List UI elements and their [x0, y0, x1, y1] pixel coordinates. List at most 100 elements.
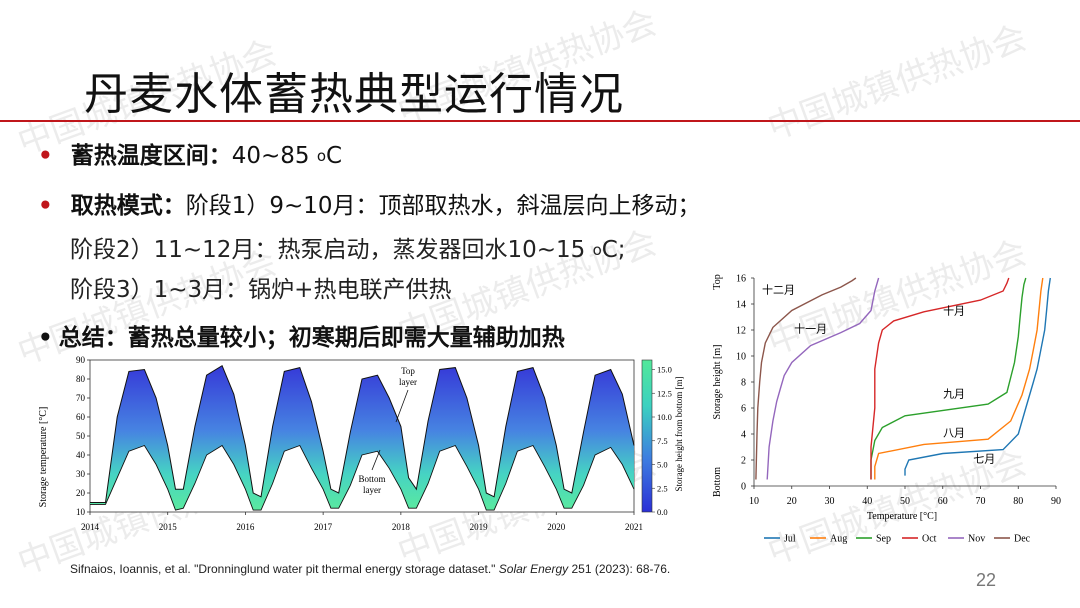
x-tick-label: 2019 — [470, 522, 489, 532]
legend-label-aug: Aug — [830, 534, 847, 545]
colorbar-tick-label: 15.0 — [657, 365, 672, 375]
y-tick-label: 12 — [736, 326, 746, 337]
colorbar — [641, 359, 653, 513]
bullet-temperature-range: • 蓄热温度区间：40~85 oC — [38, 136, 342, 170]
x-tick-label: 2015 — [159, 522, 178, 532]
annotation-top-layer-2: layer — [399, 377, 417, 387]
series-cn-label-aug: 八月 — [943, 428, 965, 440]
page-number: 22 — [976, 570, 997, 590]
y-tick-label: 60 — [76, 412, 86, 422]
y-tick-label: 0 — [741, 482, 746, 493]
citation-authors: Sifnaios, Ioannis, et al. "Dronninglund … — [70, 562, 499, 576]
series-line-dec — [755, 277, 857, 480]
colorbar-tick-label: 5.0 — [657, 460, 668, 470]
series-top-layer-line — [90, 364, 635, 503]
bullet-dot: • — [38, 325, 53, 351]
annotation-bottom-layer-2: layer — [363, 485, 381, 495]
ylabel: Storage height [m] — [712, 345, 723, 420]
x-tick-label: 30 — [825, 496, 835, 507]
y-tick-label: 10 — [76, 507, 86, 517]
annotation-bottom-layer: Bottom — [358, 474, 385, 484]
x-tick-label: 10 — [749, 496, 759, 507]
x-tick-label: 2017 — [314, 522, 333, 532]
x-tick-label: 20 — [787, 496, 797, 507]
bullet-dot: • — [38, 143, 53, 169]
stage2-body: 阶段2）11~12月：热泵启动，蒸发器回水10~15 — [70, 237, 593, 263]
bullet-text: 蓄热总量较小；初寒期后即需大量辅助加热 — [127, 325, 565, 351]
x-tick-label: 40 — [862, 496, 872, 507]
degree-mark: o — [316, 147, 327, 165]
x-tick-label: 2018 — [392, 522, 411, 532]
colorbar-tick-label: 7.5 — [657, 436, 668, 446]
bullet-label: 蓄热温度区间： — [70, 143, 232, 169]
unit-c: C — [326, 143, 343, 169]
y-tick-label: 8 — [741, 378, 746, 389]
bullet-text: 40~85 — [231, 143, 317, 169]
legend-label-dec: Dec — [1014, 534, 1031, 545]
colorbar-label: Storage height from bottom [m] — [674, 377, 684, 492]
y-tick-label: 80 — [76, 374, 86, 384]
bullet-label: 总结： — [58, 325, 128, 351]
series-cn-label-jul: 七月 — [973, 453, 995, 466]
y-tick-label: 90 — [76, 355, 86, 365]
y-tick-label: 14 — [736, 300, 746, 311]
degree-mark: o — [592, 241, 602, 259]
y-tick-label: 10 — [736, 352, 746, 363]
xlabel: Temperature [°C] — [867, 511, 937, 522]
colorbar-tick-label: 2.5 — [657, 483, 668, 493]
x-tick-label: 90 — [1051, 496, 1061, 507]
colorbar-tick-label: 0.0 — [657, 507, 668, 517]
y-tick-label: 16 — [736, 274, 746, 285]
y-tick-label: 6 — [741, 404, 746, 415]
citation-tail: 251 (2023): 68-76. — [568, 562, 671, 576]
stage3-text: 阶段3）1~3月：锅炉+热电联产供热 — [70, 277, 452, 303]
legend-label-jul: Jul — [784, 534, 796, 545]
slide-title: 丹麦水体蓄热典型运行情况 — [84, 69, 624, 120]
y-tick-label: 40 — [76, 450, 86, 460]
bullet-dot: • — [38, 193, 53, 219]
x-tick-label: 60 — [938, 496, 948, 507]
x-tick-label: 50 — [900, 496, 910, 507]
citation-journal: Solar Energy — [498, 562, 569, 576]
stage2-text: 阶段2）11~12月：热泵启动，蒸发器回水10~15 oC; — [70, 230, 626, 264]
series-cn-label-sep: 九月 — [943, 388, 965, 401]
storage-temperature-chart: 10 20 30 40 50 60 70 80 90 2014 2015 2016 2017 2018 20… — [38, 355, 684, 532]
bottom-layer-arrow — [371, 449, 381, 471]
series-line-oct — [870, 277, 1010, 480]
bullet-text: 阶段1）9~10月：顶部取热水，斜温层向上移动； — [185, 193, 701, 219]
series-line-aug — [874, 277, 1044, 480]
ylabel: Storage temperature [°C] — [38, 407, 49, 508]
y-top-label: Top — [712, 274, 723, 289]
series-bottom-layer-line — [90, 444, 635, 511]
y-tick-label: 50 — [76, 431, 86, 441]
x-tick-label: 2021 — [625, 522, 643, 532]
x-tick-label: 2020 — [547, 522, 566, 532]
series-line-sep — [870, 277, 1027, 480]
series-line-nov — [766, 277, 880, 480]
y-tick-label: 70 — [76, 393, 86, 403]
x-tick-label: 70 — [976, 496, 986, 507]
bullet-heat-extraction: • 取热模式：阶段1）9~10月：顶部取热水，斜温层向上移动； — [38, 186, 701, 220]
top-layer-arrow — [395, 389, 409, 423]
y-tick-label: 2 — [741, 456, 746, 467]
colorbar-tick-label: 12.5 — [657, 388, 672, 398]
x-tick-label: 2016 — [236, 522, 255, 532]
series-cn-label-dec: 十二月 — [762, 283, 795, 297]
x-tick-label: 80 — [1013, 496, 1023, 507]
y-tick-label: 4 — [741, 430, 746, 441]
series-cn-label-oct: 十月 — [943, 303, 965, 317]
y-tick-label: 30 — [76, 469, 86, 479]
legend-label-oct: Oct — [922, 534, 937, 545]
colorbar-tick-label: 10.0 — [657, 412, 672, 422]
y-bottom-label: Bottom — [712, 467, 723, 497]
watermark: 中国城镇供热协会 — [762, 17, 1032, 149]
y-tick-label: 20 — [76, 488, 86, 498]
title-divider — [0, 120, 1080, 122]
series-cn-label-nov: 十一月 — [794, 322, 827, 336]
citation: Sifnaios, Ioannis, et al. "Dronninglund … — [70, 562, 670, 576]
series-line-jul — [904, 277, 1051, 476]
unit-c: C; — [601, 237, 626, 263]
annotation-top-layer: Top — [401, 366, 415, 376]
